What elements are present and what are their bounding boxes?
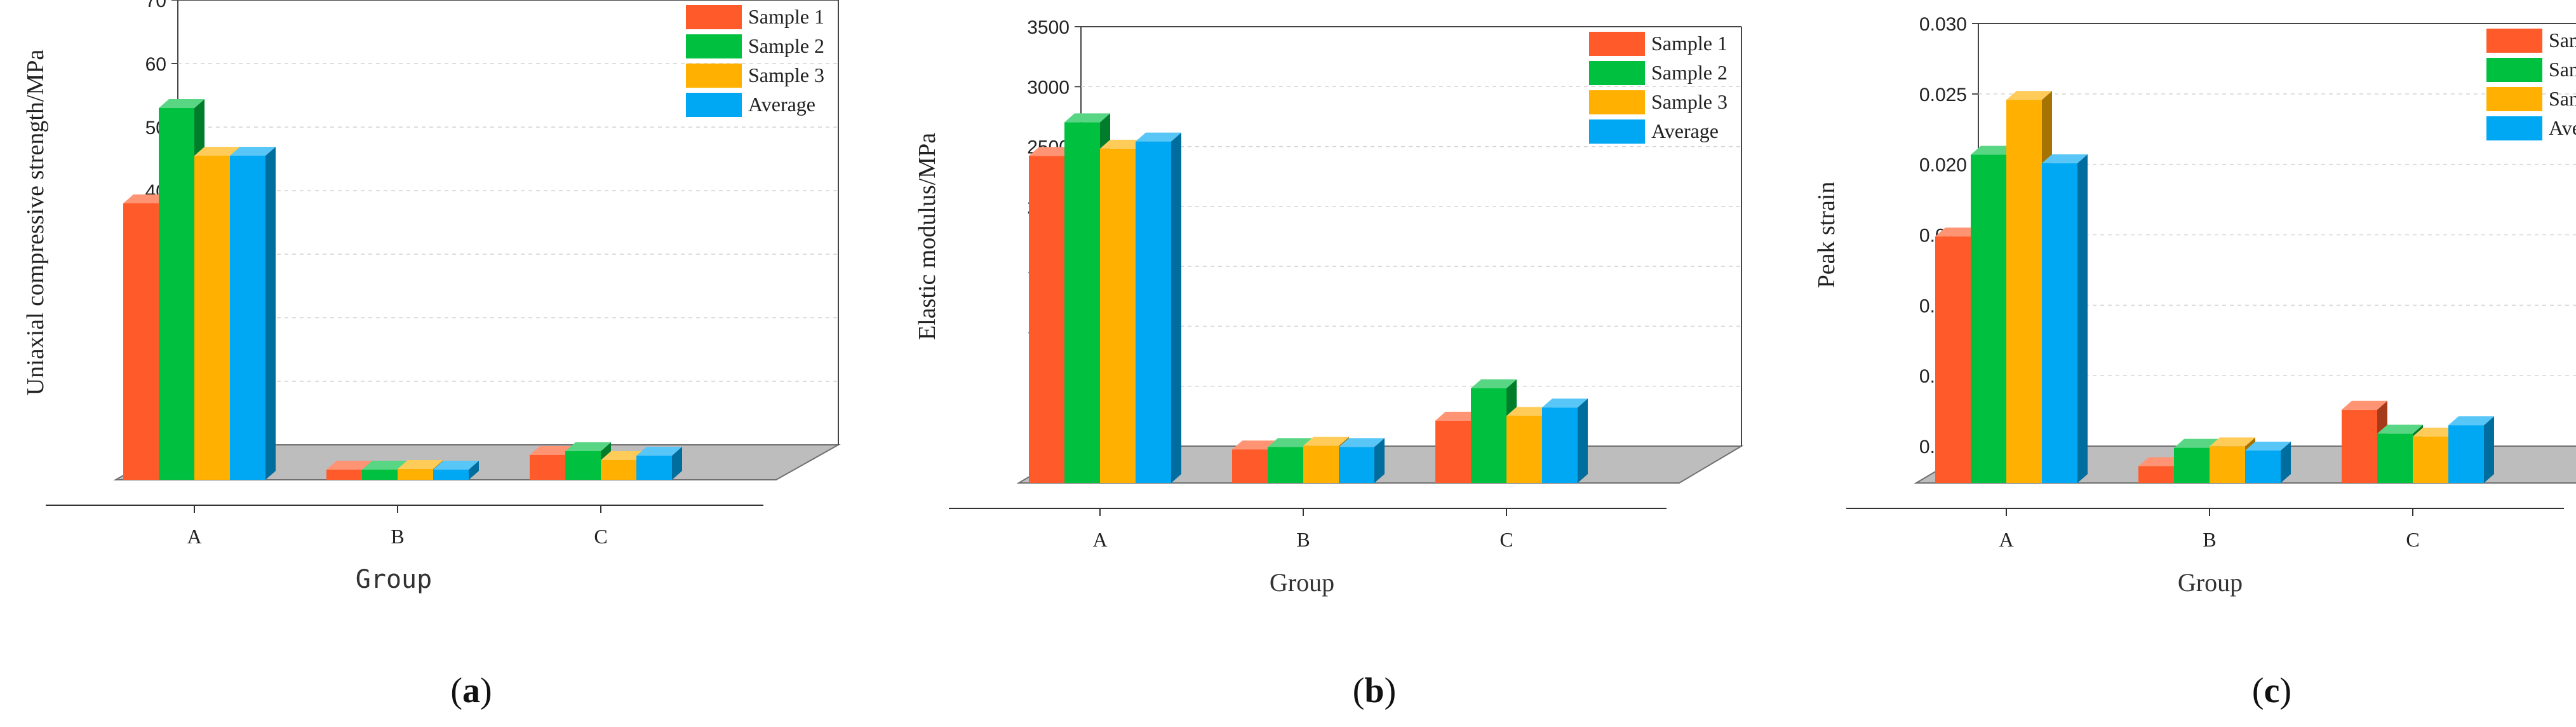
legend-label: Average <box>1651 119 1719 142</box>
x-axis-label: Group <box>356 565 432 594</box>
x-axis-label: Group <box>1270 568 1334 597</box>
y-axis-label: Uniaxial compressive strength/MPa <box>22 50 49 396</box>
legend-swatch <box>1589 32 1645 56</box>
legend-label: Sample 1 <box>748 5 824 28</box>
legend-swatch <box>2486 87 2542 111</box>
legend-swatch <box>686 64 742 88</box>
legend-label: Sample 2 <box>2549 58 2576 81</box>
legend-label: Sample 3 <box>1651 90 1727 113</box>
legend-label: Sample 2 <box>748 34 824 57</box>
x-tick-label: C <box>1499 528 1513 551</box>
y-axis-label: Peak strain <box>1813 182 1840 289</box>
legend-swatch <box>1589 90 1645 114</box>
chart-panel-c: 0.0000.0050.0100.0150.0200.0250.030ABCGr… <box>1813 14 2576 710</box>
y-tick-label: 3500 <box>1027 17 1070 38</box>
bar-a-average <box>1136 132 1181 484</box>
legend-swatch <box>2486 116 2542 140</box>
legend-swatch <box>2486 29 2542 53</box>
legend-label: Average <box>748 93 815 116</box>
legend: Sample 1 Sample 2 Sample 3 Average <box>1589 32 1727 144</box>
x-tick-label: A <box>187 525 201 548</box>
x-tick-label: A <box>1092 528 1107 551</box>
legend-label: Sample 2 <box>1651 61 1727 84</box>
x-tick-label: B <box>391 525 404 548</box>
legend: Sample 1 Sample 2 Sample 3 Average <box>686 5 824 117</box>
bar-a-average <box>230 147 276 480</box>
legend-label: Sample 3 <box>2549 87 2576 110</box>
bar-a-sample-2 <box>159 99 205 480</box>
y-tick-label: 3000 <box>1027 77 1070 98</box>
x-axis-label: Group <box>2178 568 2243 597</box>
chart-panel-a: 010203040506070ABCGroupUniaxial compress… <box>22 0 841 710</box>
legend-label: Sample 1 <box>2549 29 2576 51</box>
legend-swatch <box>1589 119 1645 144</box>
legend-label: Average <box>2549 116 2576 139</box>
y-tick-label: 70 <box>145 0 166 11</box>
panel-label: (b) <box>1353 671 1396 710</box>
legend-label: Sample 1 <box>1651 32 1727 55</box>
bar-b-average <box>1339 438 1385 483</box>
x-tick-label: A <box>1999 528 2013 551</box>
bar-c-average <box>2448 416 2494 483</box>
x-tick-label: C <box>2406 528 2419 551</box>
x-tick-label: C <box>594 525 607 548</box>
y-tick-label: 60 <box>145 54 166 75</box>
bar-c-average <box>1542 398 1588 483</box>
y-tick-label: 0.030 <box>1919 14 1967 35</box>
bar-b-average <box>2245 442 2291 483</box>
y-axis-label: Elastic modulus/MPa <box>914 133 941 340</box>
y-tick-label: 0.025 <box>1919 85 1967 105</box>
x-tick-label: B <box>1296 528 1310 551</box>
legend-swatch <box>2486 58 2542 82</box>
panel-label: (a) <box>450 671 492 710</box>
legend-swatch <box>686 93 742 117</box>
chart-panel-b: 0500100015002000250030003500ABCGroupElas… <box>914 17 1744 710</box>
bar-b-average <box>433 461 479 480</box>
legend: Sample 1 Sample 2 Sample 3 Average <box>2486 29 2576 140</box>
legend-label: Sample 3 <box>748 64 824 86</box>
panel-label: (c) <box>2252 671 2291 710</box>
legend-swatch <box>1589 61 1645 85</box>
bar-c-average <box>636 447 682 480</box>
y-tick-label: 0.020 <box>1919 155 1967 176</box>
bar-a-average <box>2042 154 2088 484</box>
legend-swatch <box>686 34 742 58</box>
legend-swatch <box>686 5 742 29</box>
x-tick-label: B <box>2203 528 2216 551</box>
